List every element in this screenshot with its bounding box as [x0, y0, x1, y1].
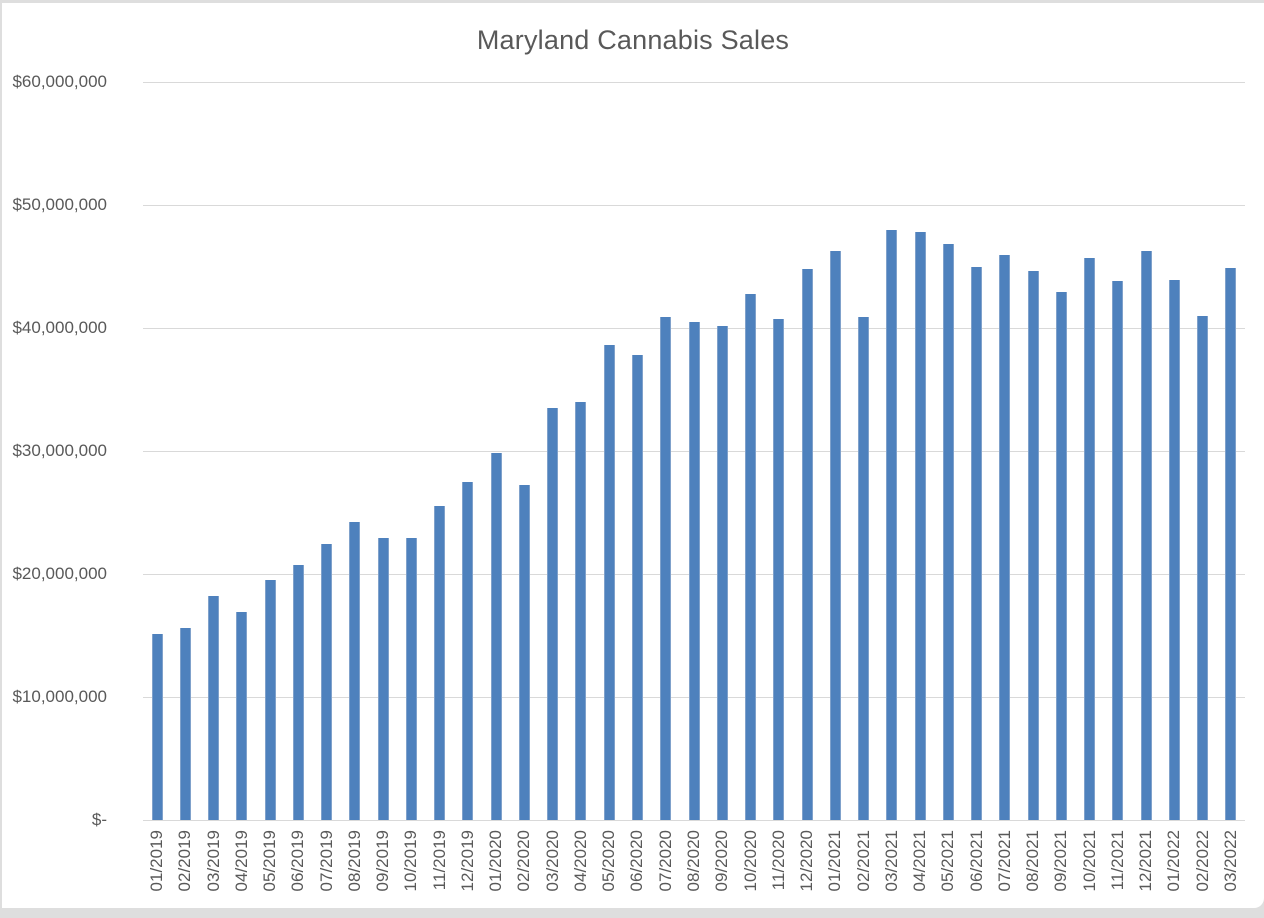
- y-axis-label: $20,000,000: [12, 564, 107, 583]
- x-axis-label: 02/2019: [175, 830, 195, 892]
- x-axis-label: 04/2020: [570, 830, 590, 892]
- bar-05/2019: [264, 580, 276, 820]
- bar-06/2020: [631, 355, 643, 820]
- bar-09/2021: [1055, 292, 1067, 820]
- bar-07/2021: [999, 255, 1011, 820]
- bar-08/2020: [688, 321, 700, 820]
- bar-11/2020: [773, 319, 785, 820]
- x-axis-label: 09/2021: [1051, 830, 1071, 892]
- x-axis-label: 02/2021: [853, 830, 873, 892]
- x-axis-label: 11/2019: [429, 830, 449, 891]
- x-axis-line: [143, 819, 1245, 821]
- x-axis-label: 02/2020: [514, 830, 534, 892]
- y-axis-label: $30,000,000: [12, 441, 107, 460]
- bar-01/2019: [151, 634, 163, 820]
- x-axis-label: 07/2019: [316, 830, 336, 892]
- x-axis-label: 09/2020: [712, 830, 732, 892]
- bar-12/2020: [801, 268, 813, 820]
- bar-03/2021: [886, 229, 898, 820]
- x-axis-label: 12/2021: [1136, 830, 1156, 892]
- y-axis-label: $50,000,000: [12, 195, 107, 214]
- bar-02/2022: [1197, 315, 1209, 820]
- bar-01/2021: [829, 250, 841, 820]
- x-axis-label: 08/2019: [344, 830, 364, 892]
- bar-04/2021: [914, 232, 926, 820]
- chart-title: Maryland Cannabis Sales: [476, 25, 790, 55]
- bar-08/2019: [349, 522, 361, 820]
- x-axis-label: 03/2021: [881, 830, 901, 892]
- bar-04/2019: [236, 612, 248, 820]
- bar-10/2021: [1084, 257, 1096, 820]
- x-axis-label: 05/2021: [938, 830, 958, 892]
- x-axis-label: 06/2019: [288, 830, 308, 892]
- x-axis-label: 05/2020: [599, 830, 619, 892]
- bar-09/2019: [377, 538, 389, 820]
- x-axis-label: 10/2020: [740, 830, 760, 892]
- y-axis-label: $40,000,000: [12, 318, 107, 337]
- bar-05/2020: [603, 345, 615, 820]
- x-axis-label: 02/2022: [1192, 830, 1212, 892]
- x-axis-label: 10/2021: [1079, 830, 1099, 892]
- x-axis-label: 08/2021: [1023, 830, 1043, 892]
- x-axis-label: 01/2020: [486, 830, 506, 892]
- x-axis-label: 01/2019: [147, 830, 167, 892]
- x-axis-label: 09/2019: [373, 830, 393, 892]
- bar-12/2021: [1140, 250, 1152, 820]
- bar-04/2020: [575, 401, 587, 820]
- x-axis-label: 11/2021: [1107, 830, 1127, 891]
- bar-03/2019: [208, 596, 220, 820]
- x-axis-label: 07/2021: [994, 830, 1014, 892]
- x-axis-label: 01/2022: [1164, 830, 1184, 892]
- x-axis-label: 03/2019: [203, 830, 223, 892]
- x-axis-label: 04/2021: [910, 830, 930, 892]
- x-axis-label: 04/2019: [231, 830, 251, 892]
- x-axis-label: 01/2021: [825, 830, 845, 892]
- bar-03/2022: [1225, 267, 1237, 820]
- bar-06/2019: [292, 565, 304, 820]
- gridline: [143, 204, 1245, 206]
- bar-05/2021: [942, 244, 954, 820]
- bar-10/2020: [745, 293, 756, 820]
- x-axis-label: 10/2019: [401, 830, 421, 892]
- bar-08/2021: [1027, 271, 1039, 820]
- bar-11/2019: [434, 506, 446, 820]
- x-axis-label: 03/2020: [542, 830, 562, 892]
- bar-10/2019: [405, 538, 417, 820]
- bar-chart: Maryland Cannabis Sales $60,000,000 $50,0…: [2, 3, 1264, 908]
- bar-07/2019: [321, 544, 333, 820]
- gridline: [143, 81, 1245, 83]
- bar-02/2020: [518, 485, 530, 820]
- x-axis-label: 06/2021: [966, 830, 986, 892]
- bar-12/2019: [462, 481, 474, 820]
- bar-06/2021: [971, 266, 983, 820]
- bar-03/2020: [547, 407, 559, 820]
- bar-11/2021: [1112, 281, 1124, 820]
- y-axis-label: $60,000,000: [12, 72, 107, 91]
- x-axis-label: 12/2019: [457, 830, 477, 892]
- x-axis-label: 08/2020: [684, 830, 703, 892]
- chart-sheet: Maryland Cannabis Sales $60,000,000 $50,0…: [2, 3, 1264, 908]
- x-axis-label: 06/2020: [627, 830, 647, 892]
- bar-01/2020: [490, 453, 502, 820]
- x-axis-label: 07/2020: [655, 830, 675, 892]
- bar-07/2020: [660, 316, 672, 820]
- y-axis-label: $10,000,000: [12, 687, 107, 706]
- x-axis-label: 11/2020: [768, 830, 788, 891]
- bar-02/2019: [179, 628, 191, 820]
- bar-02/2021: [858, 316, 870, 820]
- bar-09/2020: [716, 325, 728, 820]
- x-axis-label: 12/2020: [797, 830, 817, 892]
- x-axis-label: 05/2019: [260, 830, 280, 892]
- bar-01/2022: [1168, 280, 1180, 820]
- y-axis-label: $-: [91, 810, 107, 829]
- x-axis-label: 03/2022: [1220, 830, 1240, 892]
